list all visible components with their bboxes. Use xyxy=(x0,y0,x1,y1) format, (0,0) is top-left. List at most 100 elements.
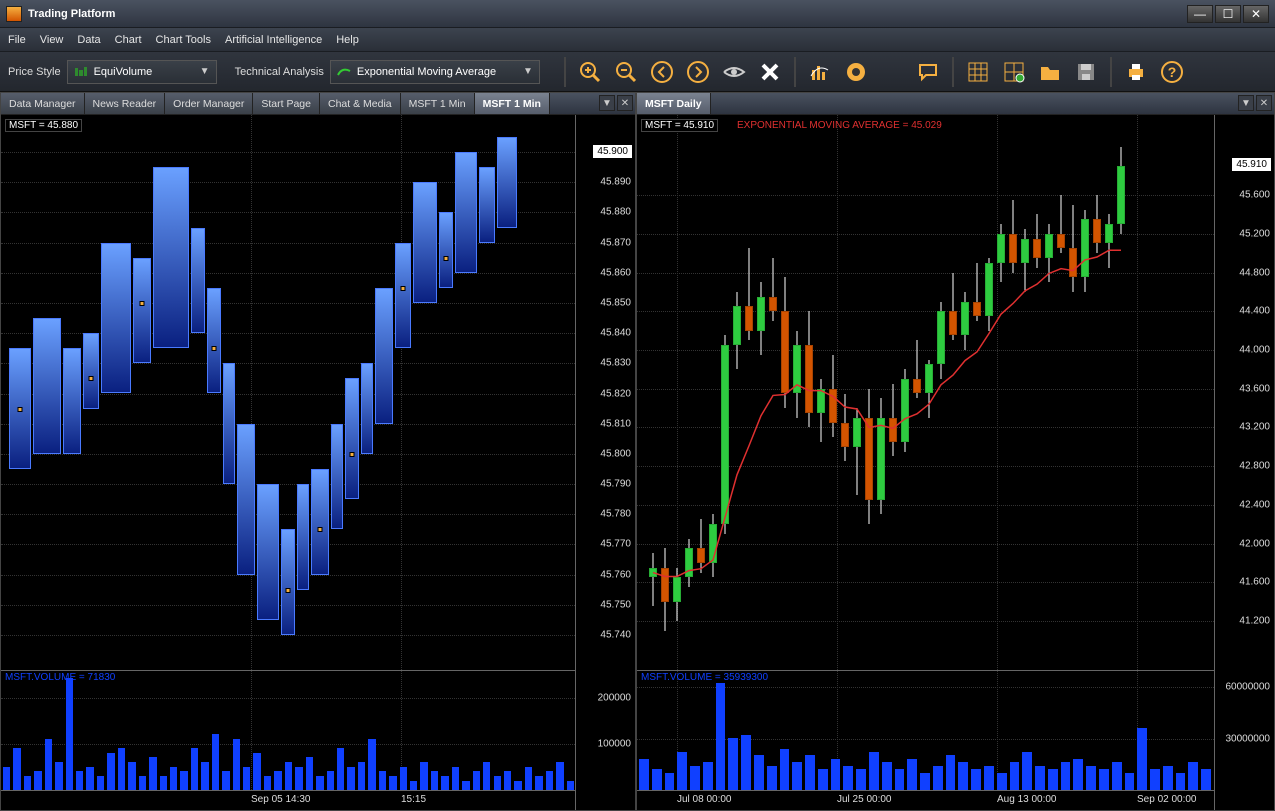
left-pane: Data ManagerNews ReaderOrder ManagerStar… xyxy=(0,92,636,811)
grid-2-button[interactable] xyxy=(998,56,1030,88)
volume-bar xyxy=(306,757,313,790)
volume-bar xyxy=(1086,766,1096,790)
tab-chat-media[interactable]: Chat & Media xyxy=(320,93,401,114)
save-button[interactable] xyxy=(1070,56,1102,88)
price-style-dropdown[interactable]: EquiVolume ▼ xyxy=(67,60,217,84)
y-tick: 42.800 xyxy=(1239,461,1270,472)
gridline xyxy=(637,311,1214,312)
tab-order-manager[interactable]: Order Manager xyxy=(165,93,253,114)
y-tick: 41.200 xyxy=(1239,615,1270,626)
menubar: File View Data Chart Chart Tools Artificial I… xyxy=(0,28,1275,52)
y-tick: 45.880 xyxy=(600,207,631,218)
chat-tool-button[interactable] xyxy=(912,56,944,88)
gridline xyxy=(1,484,575,485)
y-tick: 45.600 xyxy=(1239,190,1270,201)
volume-bar xyxy=(754,755,764,790)
grid-1-button[interactable] xyxy=(962,56,994,88)
menu-artificial-intelligence[interactable]: Artificial Intelligence xyxy=(225,34,322,46)
open-button[interactable] xyxy=(1034,56,1066,88)
gridline xyxy=(1,514,575,515)
chat-tool-icon xyxy=(916,60,940,84)
tab-news-reader[interactable]: News Reader xyxy=(85,93,166,114)
tab-start-page[interactable]: Start Page xyxy=(253,93,320,114)
help-globe-button[interactable]: ? xyxy=(1156,56,1188,88)
menu-data[interactable]: Data xyxy=(77,34,100,46)
gridline xyxy=(1,243,575,244)
separator xyxy=(794,57,796,87)
tab-msft-1-min[interactable]: MSFT 1 Min xyxy=(401,93,475,114)
tab-menu-button[interactable]: ▼ xyxy=(1238,95,1254,111)
volume-bar xyxy=(1048,769,1058,790)
y-tick: 45.770 xyxy=(600,539,631,550)
circle-tool-button[interactable] xyxy=(876,56,908,88)
volume-label: MSFT.VOLUME = 71830 xyxy=(5,672,115,683)
eye-button[interactable] xyxy=(718,56,750,88)
y-tick: 45.820 xyxy=(600,388,631,399)
indicator-2-button[interactable] xyxy=(840,56,872,88)
y-tick: 41.600 xyxy=(1239,577,1270,588)
y-tick: 45.760 xyxy=(600,569,631,580)
equivolume-bar xyxy=(223,363,235,484)
volume-bar xyxy=(1010,762,1020,790)
tab-msft-daily[interactable]: MSFT Daily xyxy=(637,93,711,114)
menu-help[interactable]: Help xyxy=(336,34,359,46)
separator xyxy=(952,57,954,87)
close-x-button[interactable] xyxy=(754,56,786,88)
tab-msft-1-min[interactable]: MSFT 1 Min xyxy=(475,93,550,114)
nav-forward-button[interactable] xyxy=(682,56,714,88)
volume-bar xyxy=(1099,769,1109,790)
print-button[interactable] xyxy=(1120,56,1152,88)
volume-bar xyxy=(1150,769,1160,790)
tab-close-button[interactable]: ✕ xyxy=(617,95,633,111)
minimize-button[interactable]: — xyxy=(1187,5,1213,23)
y-tick: 45.850 xyxy=(600,297,631,308)
menu-view[interactable]: View xyxy=(40,34,64,46)
equivolume-bar xyxy=(413,182,437,303)
gridline xyxy=(1,454,575,455)
y-tick: 45.810 xyxy=(600,418,631,429)
close-button[interactable]: ✕ xyxy=(1243,5,1269,23)
y-axis: 41.20041.60042.00042.40042.80043.20043.6… xyxy=(1214,115,1274,810)
equivolume-bar xyxy=(133,258,151,364)
price-style-label: Price Style xyxy=(8,66,61,78)
volume-bar xyxy=(535,776,542,790)
app-title: Trading Platform xyxy=(28,8,1187,20)
zoom-out-button[interactable] xyxy=(610,56,642,88)
indicator-1-icon xyxy=(808,60,832,84)
equivolume-bar xyxy=(479,167,495,242)
volume-bar xyxy=(652,769,662,790)
volume-bar xyxy=(128,762,135,790)
volume-bar xyxy=(327,771,334,790)
volume-bar xyxy=(274,771,281,790)
zoom-in-button[interactable] xyxy=(574,56,606,88)
ema-label: EXPONENTIAL MOVING AVERAGE = 45.029 xyxy=(737,120,942,131)
ta-value: Exponential Moving Average xyxy=(357,66,496,78)
volume-bar xyxy=(389,776,396,790)
y-tick: 45.870 xyxy=(600,237,631,248)
volume-bar xyxy=(805,755,815,790)
vol-tick: 60000000 xyxy=(1226,682,1271,693)
volume-bar xyxy=(567,781,574,790)
y-tick: 44.800 xyxy=(1239,267,1270,278)
y-tick: 42.400 xyxy=(1239,499,1270,510)
menu-chart-tools[interactable]: Chart Tools xyxy=(156,34,211,46)
volume-bar xyxy=(222,771,229,790)
volume-bar xyxy=(856,769,866,790)
tab-data-manager[interactable]: Data Manager xyxy=(1,93,85,114)
volume-bar xyxy=(741,735,751,790)
equivolume-bar xyxy=(257,484,279,620)
left-chart[interactable]: 45.74045.75045.76045.77045.78045.79045.8… xyxy=(1,115,635,810)
equivolume-bar xyxy=(101,243,131,394)
tab-close-button[interactable]: ✕ xyxy=(1256,95,1272,111)
y-tick: 45.790 xyxy=(600,479,631,490)
menu-file[interactable]: File xyxy=(8,34,26,46)
maximize-button[interactable]: ☐ xyxy=(1215,5,1241,23)
nav-back-button[interactable] xyxy=(646,56,678,88)
ta-dropdown[interactable]: Exponential Moving Average ▼ xyxy=(330,60,540,84)
gridline xyxy=(637,582,1214,583)
menu-chart[interactable]: Chart xyxy=(115,34,142,46)
indicator-1-button[interactable] xyxy=(804,56,836,88)
tab-menu-button[interactable]: ▼ xyxy=(599,95,615,111)
right-chart[interactable]: 41.20041.60042.00042.40042.80043.20043.6… xyxy=(637,115,1274,810)
volume-bar xyxy=(45,739,52,790)
